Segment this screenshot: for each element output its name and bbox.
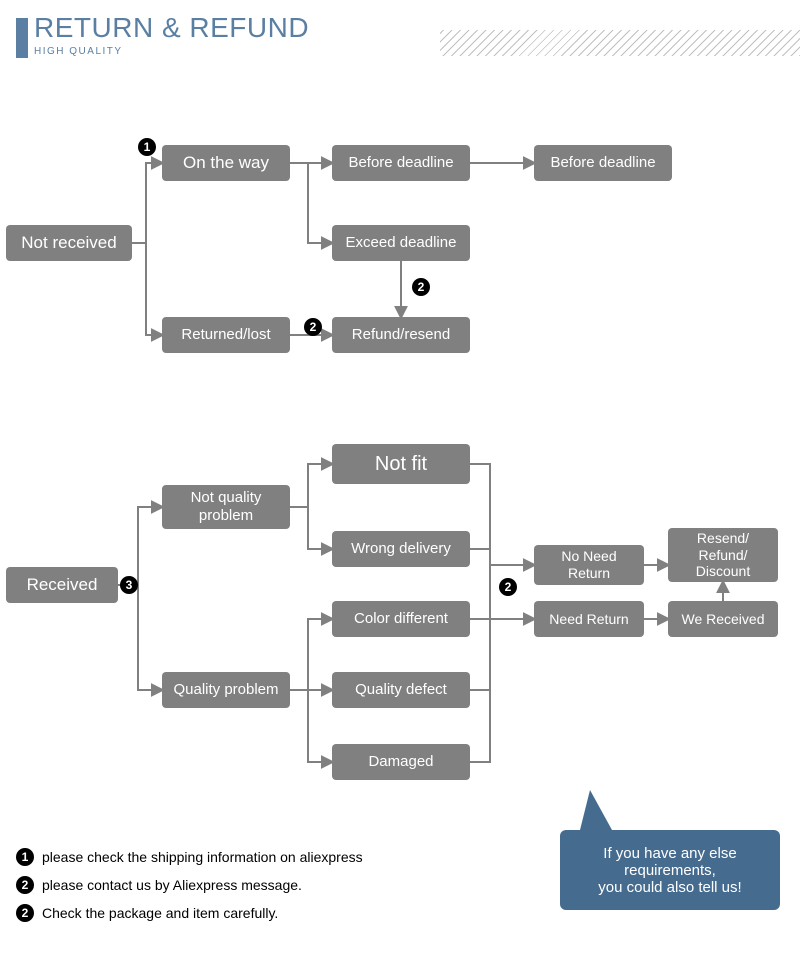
flowchart-badge: 2: [412, 278, 430, 296]
flowchart-node-no_need_return: No Need Return: [534, 545, 644, 585]
page-subtitle: HIGH QUALITY: [34, 46, 123, 57]
page-canvas: RETURN & REFUND HIGH QUALITY Not receive…: [0, 0, 800, 958]
header-accent-bar: [16, 18, 28, 58]
footnote-badge: 1: [16, 848, 34, 866]
flowchart-node-not_received: Not received: [6, 225, 132, 261]
footnote-row: 1 please check the shipping information o…: [16, 848, 363, 866]
flowchart-badge: 2: [304, 318, 322, 336]
flowchart-node-color_diff: Color different: [332, 601, 470, 637]
flowchart-node-wrong_delivery: Wrong delivery: [332, 531, 470, 567]
footnote-text: Check the package and item carefully.: [42, 905, 278, 921]
flowchart-node-damaged: Damaged: [332, 744, 470, 780]
footnote-badge: 2: [16, 876, 34, 894]
footnote-row: 2 Check the package and item carefully.: [16, 904, 363, 922]
flowchart-node-returned_lost: Returned/lost: [162, 317, 290, 353]
flowchart-node-need_return: Need Return: [534, 601, 644, 637]
flowchart-node-resend_refund: Resend/ Refund/ Discount: [668, 528, 778, 582]
flowchart-node-not_fit: Not fit: [332, 444, 470, 484]
footnote-row: 2 please contact us by Aliexpress message…: [16, 876, 363, 894]
flowchart-badge: 2: [499, 578, 517, 596]
callout-box: If you have any else requirements, you c…: [560, 830, 780, 910]
flowchart-node-quality: Quality problem: [162, 672, 290, 708]
flowchart-node-on_the_way: On the way: [162, 145, 290, 181]
flowchart-node-quality_defect: Quality defect: [332, 672, 470, 708]
footnote-text: please check the shipping information on…: [42, 849, 363, 865]
page-title: RETURN & REFUND: [34, 12, 309, 44]
flowchart-badge: 1: [138, 138, 156, 156]
footnote-badge: 2: [16, 904, 34, 922]
flowchart-node-before_dl_1: Before deadline: [332, 145, 470, 181]
flowchart-node-before_dl_2: Before deadline: [534, 145, 672, 181]
footnote-text: please contact us by Aliexpress message.: [42, 877, 302, 893]
footnotes: 1 please check the shipping information o…: [16, 848, 363, 932]
flowchart-badge: 3: [120, 576, 138, 594]
flowchart-node-refund_resend: Refund/resend: [332, 317, 470, 353]
flowchart-node-we_received: We Received: [668, 601, 778, 637]
flowchart-node-not_quality: Not quality problem: [162, 485, 290, 529]
flowchart-node-exceed_dl: Exceed deadline: [332, 225, 470, 261]
header-hatch-pattern: [440, 30, 800, 56]
flowchart-node-received: Received: [6, 567, 118, 603]
